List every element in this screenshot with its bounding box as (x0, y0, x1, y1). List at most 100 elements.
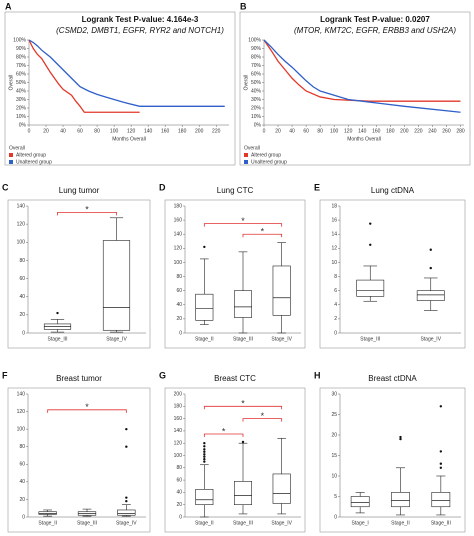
significance-label: * (85, 402, 89, 412)
x-tick-label: 60 (77, 128, 83, 134)
y-tick-label: 60 (19, 462, 25, 468)
x-tick-label: Stage_III (360, 336, 380, 342)
y-tick-label: 160 (174, 416, 183, 422)
outlier (203, 450, 206, 454)
panel-frame (239, 11, 471, 166)
y-tick-label: 20% (251, 105, 262, 111)
y-tick-label: 100% (13, 37, 26, 43)
legend-swatch (9, 153, 13, 157)
outlier (56, 311, 59, 315)
y-tick-label: 14 (331, 232, 337, 238)
significance-bracket (203, 223, 283, 227)
x-tick-label: 100 (330, 128, 339, 134)
y-tick-label: 10% (251, 114, 262, 120)
y-tick-label: 15 (331, 453, 337, 459)
x-tick-label: 180 (386, 128, 395, 134)
chart-title: Breast tumor (56, 374, 102, 383)
y-tick-label: 40 (176, 302, 182, 308)
y-tick-label: 80% (251, 54, 262, 60)
y-tick-label: 120 (174, 441, 183, 447)
y-tick-label: 0% (254, 122, 262, 128)
y-tick-label: 0 (179, 514, 182, 520)
significance-label: * (85, 205, 89, 215)
chart-subtitle: (MTOR, KMT2C, EGFR, ERBB3 and USH2A) (294, 26, 456, 35)
y-tick-label: 120 (17, 409, 26, 415)
chart-title: Breast CTC (214, 374, 256, 383)
box (195, 489, 214, 506)
y-tick-label: 2 (334, 316, 337, 322)
y-tick-label: 40 (19, 479, 25, 485)
y-tick-label: 20 (19, 497, 25, 503)
outlier (125, 499, 128, 503)
y-tick-label: 16 (331, 217, 337, 223)
outlier (399, 435, 402, 439)
x-axis-label: Months Overall (347, 136, 381, 142)
chart-title: Lung CTC (217, 186, 254, 195)
y-tick-label: 5 (334, 494, 337, 500)
y-tick-label: 200 (174, 391, 183, 397)
significance-bracket (242, 233, 283, 238)
x-tick-label: 240 (428, 128, 437, 134)
x-axis-label: Months Overall (112, 136, 146, 142)
x-tick-label: Stage_III (233, 336, 253, 342)
y-tick-label: 120 (17, 221, 26, 227)
outlier (203, 455, 206, 458)
y-tick-label: 100 (17, 426, 26, 432)
legend-label: Unaltered group (16, 159, 52, 165)
x-tick-label: 200 (400, 128, 409, 134)
outlier (369, 222, 372, 225)
x-tick-label: 20 (43, 128, 49, 134)
y-tick-label: 100 (17, 240, 26, 246)
box (38, 511, 57, 515)
y-tick-label: 10 (331, 260, 337, 266)
panel-label: E (314, 182, 320, 192)
panel-label: C (2, 182, 9, 192)
y-tick-label: 30% (251, 97, 262, 103)
x-tick-label: 100 (110, 128, 119, 134)
y-tick-label: 180 (174, 203, 183, 209)
x-tick-label: 140 (144, 128, 153, 134)
y-tick-label: 60% (251, 71, 262, 77)
x-tick-label: 140 (358, 128, 367, 134)
legend-label: Unaltered group (251, 159, 287, 165)
y-tick-label: 40% (16, 88, 27, 94)
legend-swatch (244, 153, 248, 157)
y-tick-label: 20 (176, 316, 182, 322)
significance-label: * (261, 227, 265, 237)
y-tick-label: 70% (251, 63, 262, 69)
outlier (369, 243, 372, 247)
outlier (399, 437, 402, 441)
survival-curve (28, 39, 225, 107)
x-tick-label: Stage_II (195, 336, 214, 342)
y-tick-label: 100 (174, 453, 183, 459)
y-tick-label: 60 (19, 276, 25, 282)
outlier (439, 405, 443, 408)
y-tick-label: 140 (174, 232, 183, 238)
panel-frame (164, 387, 306, 533)
significance-label: * (241, 216, 245, 226)
x-tick-label: 40 (60, 128, 66, 134)
x-tick-label: 80 (317, 128, 323, 134)
y-tick-label: 80 (176, 465, 182, 471)
y-tick-label: 80 (19, 258, 25, 264)
y-tick-label: 60% (16, 71, 27, 77)
x-tick-label: 20 (275, 128, 281, 134)
panel-frame (7, 387, 151, 533)
y-tick-label: 20 (176, 502, 182, 508)
y-tick-label: 140 (17, 203, 26, 209)
legend-swatch (9, 160, 13, 164)
box (391, 492, 410, 508)
panel-label: B (240, 1, 247, 11)
y-tick-label: 20 (19, 312, 25, 318)
y-tick-label: 12 (331, 246, 337, 252)
outlier (125, 496, 128, 499)
y-tick-label: 50% (251, 80, 262, 86)
panel-label: F (2, 370, 8, 380)
y-tick-label: 80% (16, 54, 27, 60)
box (431, 492, 451, 508)
x-tick-label: Stage_IV (420, 336, 441, 342)
y-tick-label: 40 (19, 294, 25, 300)
panel-label: A (5, 1, 12, 11)
panel-frame (7, 199, 151, 349)
y-tick-label: 10 (331, 473, 337, 479)
